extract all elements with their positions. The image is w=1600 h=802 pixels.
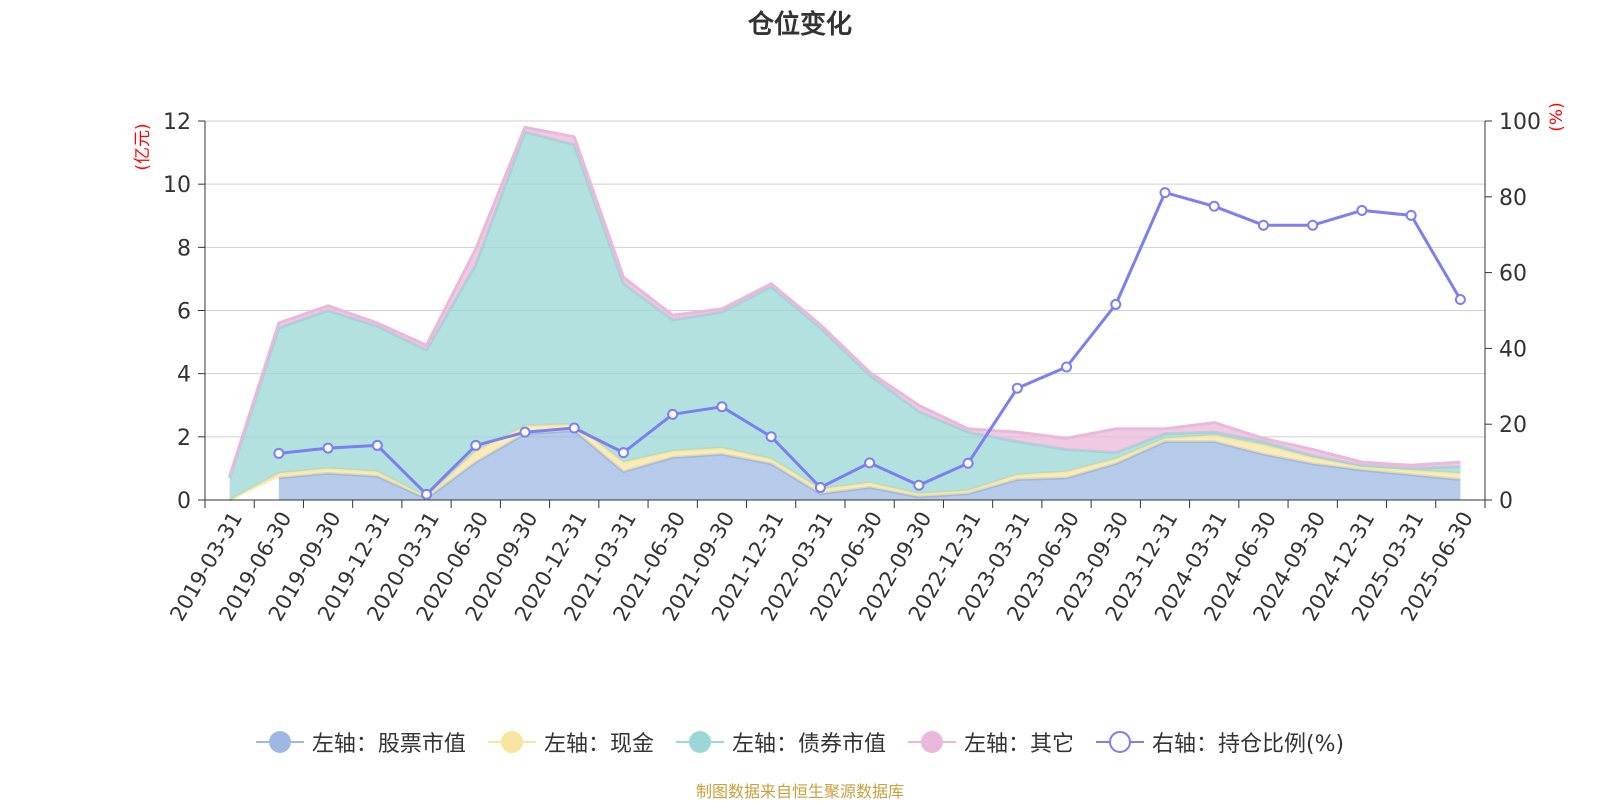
ratio-point[interactable] — [1011, 382, 1023, 394]
legend-label-ratio: 右轴：持仓比例(%) — [1151, 732, 1345, 757]
legend-label-stock: 左轴：股票市值 — [311, 732, 466, 757]
y-right-tick-label: 40 — [1499, 337, 1527, 362]
legend-item-other[interactable]: 左轴：其它 — [907, 726, 1074, 758]
ratio-point[interactable] — [1307, 219, 1319, 231]
ratio-point[interactable] — [617, 447, 629, 459]
y-left-tick-label: 2 — [177, 426, 191, 451]
legend-swatch-stock — [255, 731, 304, 753]
ratio-point[interactable] — [1257, 219, 1269, 231]
y-left-tick-label: 4 — [177, 363, 191, 388]
legend-label-bond: 左轴：债券市值 — [731, 732, 886, 757]
ratio-point[interactable] — [273, 447, 285, 459]
ratio-point[interactable] — [519, 426, 531, 438]
legend-item-stock[interactable]: 左轴：股票市值 — [255, 726, 466, 758]
left-axis-label: (亿元) — [133, 123, 153, 170]
ratio-point[interactable] — [1405, 209, 1417, 221]
ratio-point[interactable] — [913, 479, 925, 491]
y-right-tick-label: 80 — [1499, 186, 1527, 211]
y-left-tick-label: 12 — [163, 110, 191, 135]
ratio-point[interactable] — [1110, 298, 1122, 310]
legend-swatch-other — [907, 731, 956, 753]
ratio-point[interactable] — [765, 431, 777, 443]
legend-label-cash: 左轴：现金 — [543, 732, 654, 757]
ratio-point[interactable] — [371, 439, 383, 451]
stacked-areas — [228, 125, 1461, 502]
legend-item-cash[interactable]: 左轴：现金 — [487, 726, 654, 758]
ratio-point[interactable] — [1454, 294, 1466, 306]
right-axis-label: (%) — [1547, 102, 1567, 131]
y-left-tick-label: 0 — [177, 489, 191, 514]
source-note: 制图数据来自恒生聚源数据库 — [695, 782, 904, 801]
y-left-tick-label: 10 — [163, 173, 191, 198]
legend-item-bond[interactable]: 左轴：债券市值 — [675, 726, 886, 758]
ratio-point[interactable] — [864, 457, 876, 469]
ratio-point[interactable] — [667, 408, 679, 420]
ratio-point[interactable] — [1061, 361, 1073, 373]
y-right-tick-label: 0 — [1499, 489, 1513, 514]
y-left-tick-label: 6 — [177, 300, 191, 325]
area-series-0 — [278, 430, 1461, 500]
area-series-2 — [229, 132, 1461, 500]
ratio-point[interactable] — [470, 439, 482, 451]
y-left-tick-label: 8 — [177, 236, 191, 261]
legend-swatch-cash — [487, 731, 536, 753]
ratio-point[interactable] — [568, 422, 580, 434]
ratio-point[interactable] — [814, 481, 826, 493]
legend-swatch-ratio — [1095, 731, 1144, 753]
ratio-point[interactable] — [421, 488, 433, 500]
legend: 左轴：股票市值 左轴：现金 左轴：债券市值 左轴：其它 右轴：持仓比例(%) — [0, 722, 1600, 762]
y-right-tick-label: 20 — [1499, 413, 1527, 438]
legend-label-other: 左轴：其它 — [963, 732, 1074, 757]
area-series-1 — [229, 424, 1461, 500]
ratio-point[interactable] — [322, 442, 334, 454]
ratio-point[interactable] — [962, 457, 974, 469]
y-right-tick-label: 60 — [1499, 262, 1527, 287]
y-right-tick-label: 100 — [1499, 110, 1541, 135]
ratio-line — [273, 187, 1466, 500]
ratio-point[interactable] — [1159, 187, 1171, 199]
ratio-point[interactable] — [1356, 204, 1368, 216]
legend-swatch-bond — [675, 731, 724, 753]
ratio-point[interactable] — [1208, 200, 1220, 212]
legend-item-ratio[interactable]: 右轴：持仓比例(%) — [1095, 726, 1345, 758]
area-series-edge-3 — [228, 125, 1461, 477]
ratio-point[interactable] — [716, 401, 728, 413]
chart-title: 仓位变化 — [747, 10, 852, 40]
